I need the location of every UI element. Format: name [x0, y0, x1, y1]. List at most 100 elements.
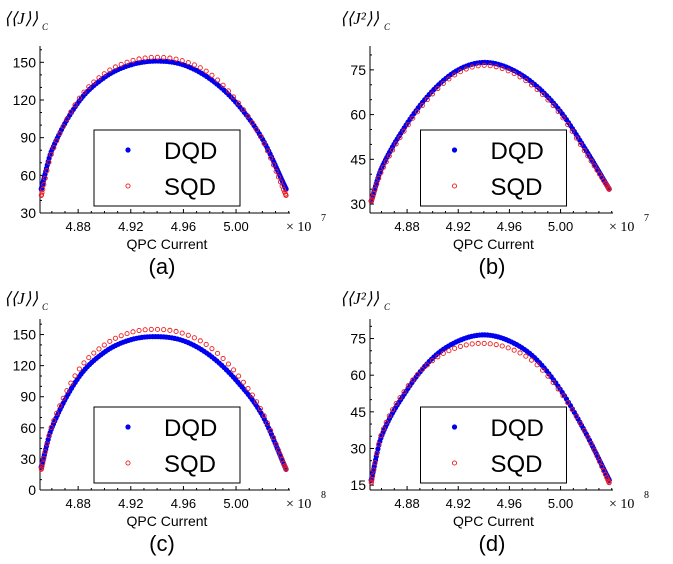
data-point-sqd [257, 406, 264, 412]
data-point-sqd [435, 85, 441, 92]
data-point-sqd [560, 115, 566, 121]
data-point-sqd [511, 71, 517, 77]
data-point-sqd [372, 460, 378, 466]
data-point-sqd [240, 379, 246, 385]
data-point-sqd [545, 97, 551, 103]
data-point-sqd [60, 123, 66, 129]
data-point-sqd [215, 350, 221, 356]
x-tick-label: 4.96 [497, 496, 522, 511]
series-sqd [368, 340, 612, 486]
data-point-sqd [475, 340, 481, 347]
data-point-sqd [86, 84, 92, 90]
data-point-sqd [220, 82, 226, 88]
data-point-sqd [378, 169, 384, 176]
y-tick-label: 75 [350, 331, 366, 347]
data-point-sqd [270, 435, 277, 441]
data-point-sqd [376, 175, 382, 181]
data-point-sqd [240, 107, 246, 113]
y-axis-label: ⟨⟨J²⟩⟩ [340, 9, 380, 28]
data-point-sqd [594, 453, 600, 459]
data-point-sqd [48, 424, 54, 431]
y-tick-label: 45 [350, 404, 366, 420]
data-point-sqd [231, 367, 237, 373]
y-tick-label: 60 [350, 367, 366, 383]
data-point-sqd [39, 190, 45, 196]
x-axis-label: QPC Current [453, 513, 534, 529]
data-point-sqd [463, 66, 469, 72]
legend-box [93, 129, 241, 207]
data-point-sqd [249, 392, 255, 398]
data-point-sqd [76, 366, 82, 372]
y-tick-label: 30 [20, 451, 36, 467]
data-point-sqd [419, 366, 425, 373]
data-point-sqd [81, 360, 87, 366]
legend-marker-sqd [125, 460, 131, 466]
data-point-sqd [191, 62, 197, 68]
data-point-sqd [606, 186, 612, 192]
data-point-sqd [283, 192, 289, 198]
data-point-sqd [91, 79, 97, 85]
data-point-sqd [378, 432, 384, 439]
y-tick-label: 30 [20, 205, 36, 221]
data-point-sqd [148, 54, 154, 61]
data-point-sqd [419, 103, 425, 109]
y-tick-label: 60 [350, 107, 366, 123]
data-point-sqd [54, 410, 60, 416]
data-point-sqd [440, 350, 446, 357]
data-point-sqd [261, 141, 267, 147]
data-point-sqd [596, 171, 603, 177]
data-point-sqd [264, 420, 271, 426]
x-tick-label: 4.88 [66, 219, 91, 234]
data-point-sqd [493, 342, 499, 348]
data-point-sqd [481, 62, 487, 68]
data-point-sqd [91, 350, 97, 356]
y-tick-label: 15 [350, 477, 366, 493]
data-point-sqd [414, 371, 420, 378]
data-point-sqd [380, 164, 386, 170]
data-point-sqd [173, 328, 179, 335]
data-point-sqd [261, 413, 267, 419]
legend-label-sqd: SQD [164, 451, 216, 478]
data-point-sqd [42, 449, 48, 455]
data-point-sqd [565, 121, 571, 128]
data-point-sqd [225, 88, 231, 94]
legend-label-dqd: DQD [491, 138, 544, 165]
x-tick-label: 4.88 [394, 219, 419, 234]
data-point-sqd [245, 386, 251, 392]
legend: DQD SQD [420, 406, 567, 484]
legend-label-dqd: DQD [491, 415, 544, 442]
data-point-sqd [124, 331, 130, 337]
data-point-sqd [41, 182, 47, 188]
data-point-sqd [57, 131, 63, 137]
data-point-sqd [253, 399, 260, 405]
panel-b: 30 45 60 75 4.88 4.92 4.96 5.00 × 10 7 QPC Current… [340, 9, 649, 279]
data-point-sqd [540, 92, 546, 98]
data-point-sqd [191, 335, 197, 341]
y-axis-label: ⟨⟨J⟩⟩ [4, 289, 38, 308]
data-point-sqd [424, 97, 430, 103]
data-point-sqd [463, 342, 469, 348]
data-point-sqd [383, 419, 389, 425]
data-point-sqd [72, 102, 78, 108]
panel-d: 15 30 45 60 75 4.88 4.92 4.96 5.00 × 10 8 QPC Curre… [340, 289, 649, 556]
data-point-sqd [505, 345, 511, 351]
legend-label-sqd: SQD [164, 174, 216, 201]
data-point-sqd [51, 417, 57, 424]
data-point-sqd [487, 341, 493, 347]
x-tick-label: 4.96 [497, 219, 522, 234]
x-exponent: 7 [321, 213, 326, 224]
legend-box [420, 129, 567, 207]
data-point-sqd [540, 367, 546, 373]
data-point-sqd [130, 57, 136, 63]
data-point-sqd [136, 56, 142, 62]
series-sqd [38, 54, 289, 198]
x-tick-label: 4.92 [118, 219, 143, 234]
x-tick-label: 5.00 [548, 219, 573, 234]
x-exponent: 7 [644, 213, 649, 224]
data-point-sqd [179, 58, 185, 64]
data-point-sqd [452, 345, 458, 351]
data-point-sqd [203, 68, 209, 74]
data-point-sqd [401, 128, 407, 134]
data-point-sqd [112, 335, 118, 341]
